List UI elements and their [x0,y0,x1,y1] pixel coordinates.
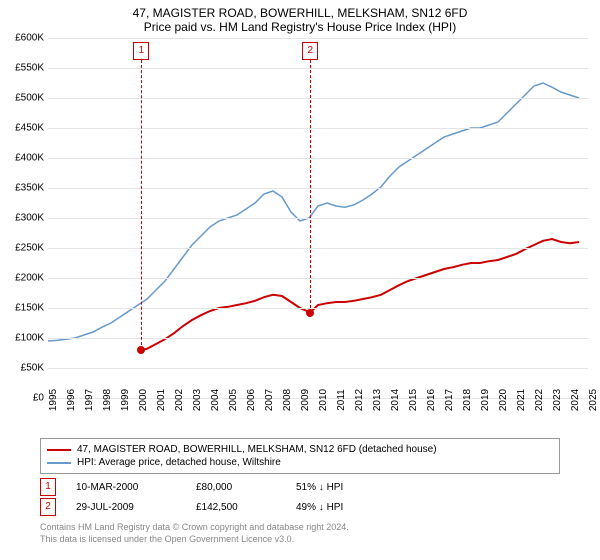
x-tick-label: 2017 [444,389,455,411]
gridline [48,368,588,369]
legend-label: HPI: Average price, detached house, Wilt… [77,457,281,468]
y-tick-label: £300K [4,213,44,224]
legend-swatch [47,462,71,464]
marker-number: 2 [40,498,56,516]
chart-title: 47, MAGISTER ROAD, BOWERHILL, MELKSHAM, … [0,0,600,20]
x-tick-label: 1998 [102,389,113,411]
marker-dot [306,309,314,317]
marker-line [310,60,311,313]
chart-subtitle: Price paid vs. HM Land Registry's House … [0,20,600,34]
y-tick-label: £500K [4,93,44,104]
x-tick-label: 1995 [48,389,59,411]
x-tick-label: 2008 [282,389,293,411]
y-tick-label: £50K [4,363,44,374]
x-tick-label: 2015 [408,389,419,411]
legend-item: 47, MAGISTER ROAD, BOWERHILL, MELKSHAM, … [47,443,553,456]
x-tick-label: 2006 [246,389,257,411]
sale-row: 1 10-MAR-2000 £80,000 51% ↓ HPI [40,478,560,496]
x-tick-label: 2009 [300,389,311,411]
gridline [48,308,588,309]
legend-item: HPI: Average price, detached house, Wilt… [47,456,553,469]
marker-number-box: 2 [302,42,318,60]
y-tick-label: £450K [4,123,44,134]
y-tick-label: £150K [4,303,44,314]
sale-date: 10-MAR-2000 [76,482,176,493]
x-tick-label: 2025 [588,389,599,411]
marker-number: 1 [40,478,56,496]
sale-row: 2 29-JUL-2009 £142,500 49% ↓ HPI [40,498,560,516]
x-tick-label: 1996 [66,389,77,411]
legend-swatch [47,449,71,451]
sale-price: £80,000 [196,482,276,493]
x-tick-label: 1997 [84,389,95,411]
x-tick-label: 2023 [552,389,563,411]
x-tick-label: 2024 [570,389,581,411]
x-tick-label: 2018 [462,389,473,411]
chart-container: 47, MAGISTER ROAD, BOWERHILL, MELKSHAM, … [0,0,600,560]
x-tick-label: 2019 [480,389,491,411]
y-tick-label: £200K [4,273,44,284]
gridline [48,188,588,189]
y-tick-label: £250K [4,243,44,254]
gridline [48,98,588,99]
y-tick-label: £400K [4,153,44,164]
x-tick-label: 2010 [318,389,329,411]
footnote-line: Contains HM Land Registry data © Crown c… [40,522,560,534]
x-tick-label: 2021 [516,389,527,411]
legend-label: 47, MAGISTER ROAD, BOWERHILL, MELKSHAM, … [77,444,437,455]
x-tick-label: 2020 [498,389,509,411]
marker-line [141,60,142,350]
x-axis: 1995199619971998199920002001200220032004… [48,398,588,432]
x-tick-label: 2014 [390,389,401,411]
marker-dot [137,346,145,354]
gridline [48,158,588,159]
x-tick-label: 2004 [210,389,221,411]
gridline [48,38,588,39]
series-line-hpi [48,83,579,341]
y-tick-label: £100K [4,333,44,344]
sale-date: 29-JUL-2009 [76,502,176,513]
y-tick-label: £600K [4,33,44,44]
gridline [48,128,588,129]
sale-price: £142,500 [196,502,276,513]
footnote: Contains HM Land Registry data © Crown c… [40,522,560,545]
x-tick-label: 2011 [336,389,347,411]
x-tick-label: 2022 [534,389,545,411]
gridline [48,68,588,69]
x-tick-label: 2000 [138,389,149,411]
gridline [48,218,588,219]
x-tick-label: 2002 [174,389,185,411]
x-tick-label: 2007 [264,389,275,411]
x-tick-label: 2003 [192,389,203,411]
gridline [48,248,588,249]
x-tick-label: 2016 [426,389,437,411]
x-tick-label: 2001 [156,389,167,411]
chart-plot-area: £0£50K£100K£150K£200K£250K£300K£350K£400… [48,38,588,398]
legend: 47, MAGISTER ROAD, BOWERHILL, MELKSHAM, … [40,438,560,474]
series-line-property [141,239,579,350]
x-tick-label: 2005 [228,389,239,411]
footnote-line: This data is licensed under the Open Gov… [40,534,560,546]
y-tick-label: £0 [4,393,44,404]
gridline [48,338,588,339]
y-tick-label: £550K [4,63,44,74]
sale-pct: 51% ↓ HPI [296,482,343,493]
marker-number-box: 1 [133,42,149,60]
y-tick-label: £350K [4,183,44,194]
x-tick-label: 1999 [120,389,131,411]
gridline [48,278,588,279]
x-tick-label: 2013 [372,389,383,411]
sale-pct: 49% ↓ HPI [296,502,343,513]
x-tick-label: 2012 [354,389,365,411]
